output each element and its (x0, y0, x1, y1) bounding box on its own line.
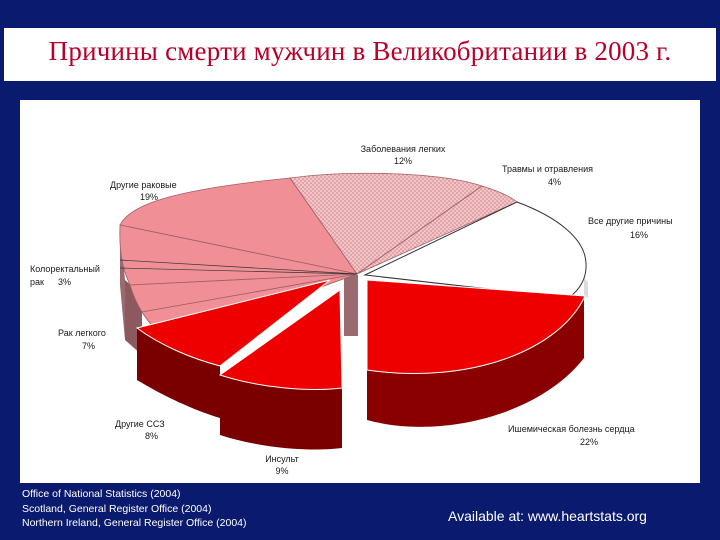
sources: Office of National Statistics (2004) Sco… (22, 487, 247, 531)
label-ihd: Ишемическая болезнь сердца (508, 424, 635, 434)
source-line: Office of National Statistics (2004) (22, 488, 181, 500)
value-lung-cancer: 7% (82, 341, 95, 351)
slice-lung-disease (289, 172, 483, 275)
label-stroke: Инсульт (265, 454, 299, 464)
slice-other-cancers (119, 177, 358, 275)
slice-side-center (344, 275, 358, 336)
label-lung-disease: Заболевания легких (361, 144, 446, 154)
page-title: Причины смерти мужчин в Великобритании в… (48, 36, 672, 66)
value-all-other: 16% (630, 230, 648, 240)
pie-chart: Заболевания легких 12% Травмы и отравлен… (30, 144, 673, 476)
slice-stroke (218, 289, 343, 390)
value-other-cvd: 8% (145, 431, 158, 441)
title-band (4, 28, 716, 81)
source-line: Northern Ireland, General Register Offic… (22, 517, 247, 529)
slice-other-cvd (135, 279, 331, 367)
slice-all-other (363, 201, 587, 299)
value-ihd: 22% (580, 437, 598, 447)
value-other-cancers: 19% (140, 192, 158, 202)
label-colorectal-line1: Колоректальный (30, 264, 100, 274)
value-colorectal: 3% (58, 277, 71, 287)
value-lung-disease: 12% (394, 156, 412, 166)
footer (20, 483, 700, 540)
slice-side-stroke (220, 375, 342, 450)
label-colorectal-line2: рак (30, 277, 44, 287)
slice-ihd (366, 279, 586, 374)
source-line: Scotland, General Register Office (2004) (22, 502, 212, 515)
label-all-other: Все другие причины (588, 216, 673, 226)
slice-side-ihd (367, 280, 584, 427)
slice-side-other-cvd (137, 328, 220, 418)
label-injuries: Травмы и отравления (502, 164, 593, 174)
value-injuries: 4% (548, 177, 561, 187)
leader-line (119, 259, 358, 275)
label-lung-cancer: Рак легкого (58, 328, 106, 338)
slice-side-white (584, 278, 588, 298)
label-other-cvd: Другие ССЗ (115, 419, 165, 429)
leader-line (119, 267, 358, 275)
value-stroke: 9% (275, 466, 288, 476)
label-other-cancers: Другие раковые (110, 180, 177, 190)
chart-panel: Заболевания легких 12% Травмы и отравлен… (20, 100, 700, 483)
available-at-text: Available at: www.heartstats.org (448, 508, 647, 524)
